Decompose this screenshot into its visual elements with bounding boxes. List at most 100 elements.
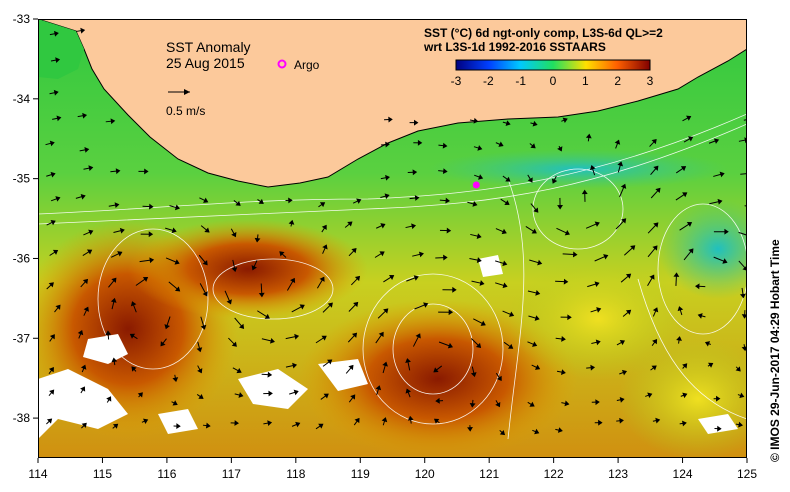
current-vector-head — [270, 337, 275, 344]
current-vector-head — [562, 117, 568, 124]
current-vector-head — [381, 417, 388, 423]
current-vector-head — [226, 299, 232, 305]
current-vector-head — [354, 417, 360, 424]
x-tick-label: 116 — [157, 467, 176, 481]
current-vector-head — [80, 193, 86, 200]
current-vector-head — [564, 400, 570, 407]
current-vector — [738, 231, 747, 236]
current-vector-head — [86, 249, 93, 255]
current-vector-head — [295, 421, 301, 428]
current-vector-head — [405, 358, 411, 363]
current-vector-head — [129, 333, 136, 339]
colorbar-tick-label: -3 — [451, 74, 462, 88]
x-tick-label: 124 — [673, 467, 693, 481]
current-vector-head — [205, 422, 211, 429]
current-vector-head — [327, 359, 333, 365]
current-vector-head — [735, 366, 741, 372]
current-vector-head — [268, 390, 273, 397]
current-vector-head — [651, 365, 657, 371]
current-vector-head — [704, 341, 711, 347]
vector-scale-label: 0.5 m/s — [166, 104, 205, 118]
current-vector-head — [741, 314, 747, 319]
current-vector-head — [697, 313, 703, 319]
colorbar — [455, 59, 651, 71]
current-vector-head — [88, 229, 94, 236]
current-vector-head — [264, 313, 270, 319]
current-vector-head — [423, 302, 429, 308]
current-vector-head — [267, 371, 273, 378]
current-vector-head — [53, 89, 59, 96]
colorbar-tick-label: 2 — [614, 74, 621, 88]
current-vector-head — [380, 223, 386, 229]
current-vector-head — [299, 304, 305, 310]
current-vector-head — [739, 392, 745, 399]
current-vector-head — [172, 377, 179, 383]
current-vector-head — [292, 362, 298, 369]
y-tick-label: -38 — [13, 411, 31, 425]
current-vector-head — [507, 343, 514, 349]
current-vector-head — [529, 401, 535, 407]
current-vector-head — [383, 308, 389, 314]
current-vector-head — [290, 277, 296, 284]
current-vector-head — [53, 30, 59, 37]
current-vector-head — [407, 415, 414, 421]
current-vector-head — [603, 254, 609, 260]
current-vector-head — [46, 418, 53, 424]
current-vector-head — [327, 302, 333, 308]
current-vector-head — [561, 336, 566, 342]
current-vector-head — [204, 227, 210, 233]
current-vector-head — [532, 120, 538, 127]
current-vector-head — [478, 174, 484, 180]
current-vector-head — [655, 417, 661, 424]
current-vector-head — [176, 423, 181, 430]
x-tick-label: 121 — [479, 467, 499, 481]
current-vector-head — [52, 249, 59, 255]
current-vector-head — [676, 336, 682, 341]
current-vector-head — [258, 198, 264, 204]
current-vector-head — [202, 260, 208, 266]
current-vector-head — [655, 187, 661, 194]
argo-float-marker[interactable] — [472, 181, 480, 189]
current-vector-head — [470, 372, 477, 378]
current-vector — [743, 119, 747, 121]
current-vector-head — [385, 174, 390, 181]
current-vector-head — [83, 306, 89, 312]
current-vector-head — [267, 420, 273, 427]
current-vector-head — [596, 307, 602, 313]
current-vector-head — [171, 227, 177, 234]
current-vector-head — [502, 282, 508, 289]
colorbar-title-line2: wrt L3S-1d 1992-2016 SSTAARS — [423, 40, 606, 54]
y-tick-label: -35 — [13, 172, 31, 186]
current-vector-head — [82, 112, 88, 119]
current-vector-head — [496, 375, 502, 382]
geostrophic-contours — [38, 113, 747, 440]
current-vector-head — [621, 369, 628, 376]
current-vector-head — [594, 221, 600, 227]
current-vector-head — [48, 282, 54, 288]
current-vector-head — [231, 231, 237, 238]
current-vector-head — [477, 145, 483, 151]
current-vector-head — [231, 267, 238, 273]
current-vector-head — [49, 334, 55, 340]
current-vector-head — [382, 361, 388, 367]
current-vector-head — [236, 367, 242, 374]
current-vector-head — [84, 147, 90, 153]
argo-legend-marker — [277, 59, 287, 69]
current-vector-head — [479, 280, 485, 286]
current-vector-head — [532, 341, 538, 347]
current-vector-head — [504, 200, 510, 206]
current-vector-head — [614, 139, 621, 145]
y-tick-label: -37 — [13, 331, 31, 345]
argo-legend-label: Argo — [294, 58, 320, 72]
current-vector-head — [557, 427, 563, 433]
current-vector-head — [238, 323, 245, 329]
current-vector-head — [445, 197, 450, 204]
current-vector-head — [321, 224, 327, 231]
current-vector-head — [617, 161, 624, 167]
current-vector-head — [564, 230, 570, 236]
current-vector-head — [433, 367, 439, 373]
current-vector-head — [498, 141, 504, 147]
current-vector-head — [447, 342, 454, 349]
sst-anomaly-map[interactable]: SST Anomaly 25 Aug 2015 Argo 0.5 m/s SST… — [38, 19, 747, 458]
current-vector-head — [55, 196, 61, 202]
